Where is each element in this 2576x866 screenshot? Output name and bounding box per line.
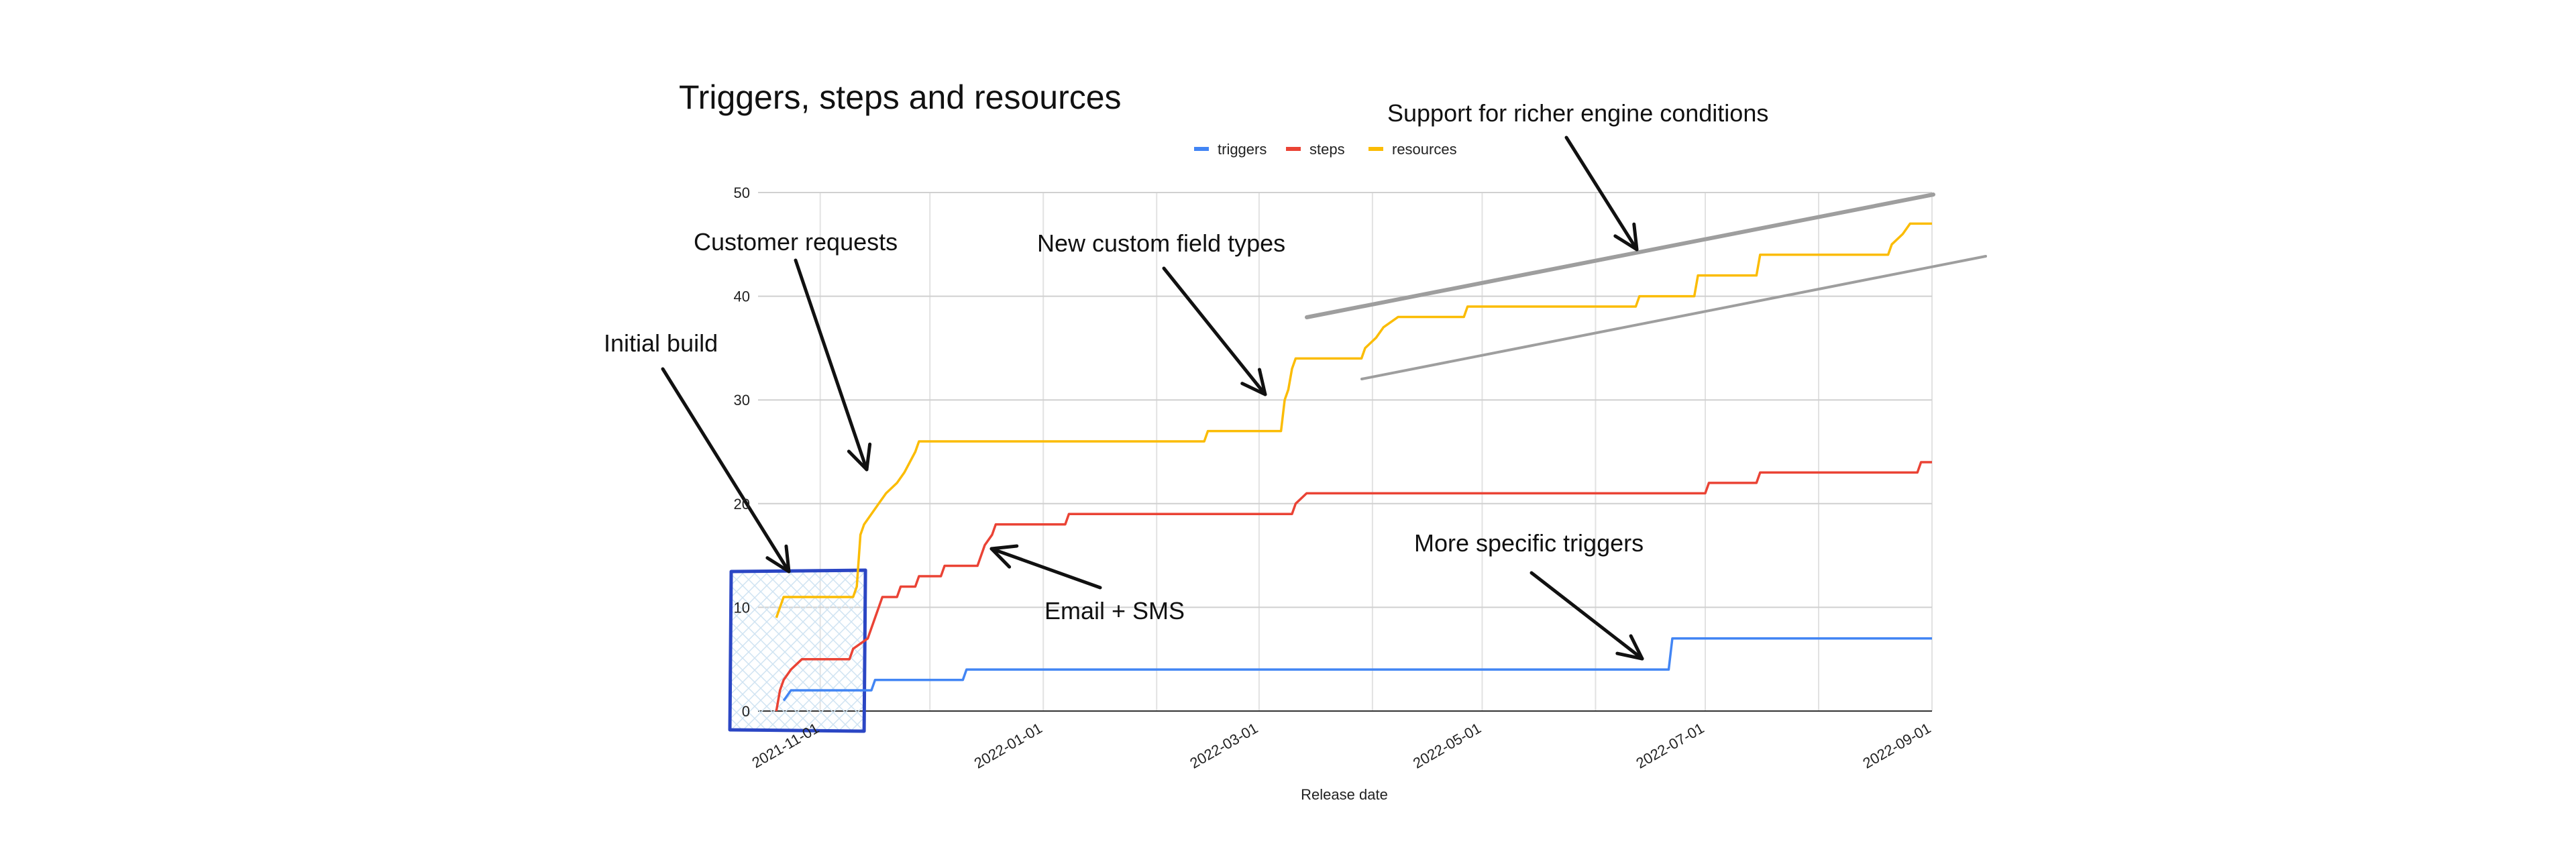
y-tick-label: 0 [742,703,750,720]
legend-label-steps: steps [1309,141,1345,158]
arrow-more-specific-triggers [1529,571,1644,661]
y-tick-label: 30 [734,392,750,409]
annotation-more-specific-triggers: More specific triggers [1414,529,1644,557]
annotation-email-sms: Email + SMS [1044,597,1185,625]
legend-label-resources: resources [1392,141,1457,158]
arrow-new-custom-field-types [1162,266,1267,396]
legend-label-triggers: triggers [1218,141,1267,158]
series-line-resources [775,222,1932,618]
x-tick-label: 2022-05-01 [1410,720,1484,772]
initial-build-hatch [731,570,865,731]
arrow-support-richer-engine-conditions [1564,136,1639,252]
x-tick-label: 2022-01-01 [971,720,1045,772]
x-tick-label: 2022-03-01 [1187,720,1260,772]
annotation-support-richer-engine-conditions: Support for richer engine conditions [1387,99,1768,127]
legend-item-steps: steps [1286,141,1345,158]
trend-line-upper [1305,193,1935,319]
arrow-initial-build [661,367,791,574]
initial-build-box [728,568,867,733]
y-tick-label: 50 [734,184,750,201]
arrow-initial-build-head [765,544,791,574]
y-tick-label: 10 [734,599,750,616]
arrow-more-specific-triggers-head [1615,634,1644,661]
trend-line-lower [1360,255,1987,380]
legend: triggers steps resources [1194,141,1457,158]
legend-item-resources: resources [1368,141,1457,158]
arrow-support-richer-engine-conditions-shaft [1564,136,1639,252]
arrow-more-specific-triggers-shaft [1529,571,1644,661]
arrow-support-richer-engine-conditions-head [1613,222,1639,252]
annotation-initial-build: Initial build [604,329,718,357]
arrow-customer-requests [794,258,872,472]
arrow-customer-requests-head [847,442,872,472]
chart-title: Triggers, steps and resources [679,78,1122,116]
legend-item-triggers: triggers [1194,141,1267,158]
initial-build-highlight [728,568,867,733]
arrow-email-sms [989,544,1102,590]
y-axis-ticks: 0 10 20 30 40 50 [734,184,750,720]
annotation-new-custom-field-types: New custom field types [1037,229,1285,257]
x-tick-label: 2022-09-01 [1860,720,1934,772]
y-tick-label: 40 [734,288,750,305]
arrow-email-sms-shaft [989,547,1102,590]
arrow-customer-requests-shaft [794,258,869,472]
x-tick-label: 2022-07-01 [1633,720,1707,772]
x-axis-title: Release date [1301,786,1388,803]
arrow-new-custom-field-types-head [1240,368,1267,396]
series-lines [775,222,1932,712]
arrow-new-custom-field-types-shaft [1162,266,1267,396]
series-line-triggers [782,637,1932,702]
grid [758,192,1933,712]
trend-lines [1305,193,1987,380]
arrow-email-sms-head [989,544,1019,569]
annotation-arrows [661,136,1644,661]
series-line-steps [775,461,1932,712]
arrow-initial-build-shaft [661,367,791,574]
x-axis-ticks: 2021-11-01 2022-01-01 2022-03-01 2022-05-01… [749,720,1934,772]
y-tick-label: 20 [734,496,750,512]
annotation-customer-requests: Customer requests [694,228,898,256]
